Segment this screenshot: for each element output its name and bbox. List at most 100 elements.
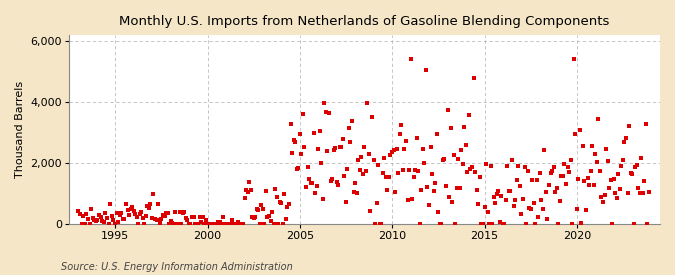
Point <box>413 169 424 174</box>
Point <box>242 190 253 194</box>
Point <box>150 217 161 222</box>
Point <box>601 147 612 152</box>
Point <box>531 177 542 182</box>
Point <box>593 117 603 121</box>
Point <box>407 197 418 202</box>
Y-axis label: Thousand Barrels: Thousand Barrels <box>15 81 25 178</box>
Point <box>485 164 496 169</box>
Point <box>594 169 605 174</box>
Point <box>448 153 459 157</box>
Point <box>545 171 556 175</box>
Point <box>628 222 639 226</box>
Point <box>262 214 273 219</box>
Point <box>245 188 256 192</box>
Point <box>404 168 414 172</box>
Point <box>241 188 252 192</box>
Point <box>292 167 302 171</box>
Point <box>78 214 88 218</box>
Point <box>310 191 321 196</box>
Point <box>599 193 610 197</box>
Point <box>377 170 388 175</box>
Point <box>462 169 472 174</box>
Point <box>216 222 227 226</box>
Point <box>113 220 124 225</box>
Point <box>299 145 310 149</box>
Point <box>327 177 338 181</box>
Point <box>134 212 145 216</box>
Point <box>425 144 436 149</box>
Point <box>148 192 159 196</box>
Point <box>637 190 648 195</box>
Point <box>514 184 525 188</box>
Point <box>446 126 456 130</box>
Point <box>356 155 367 160</box>
Point <box>479 205 490 209</box>
Point <box>493 188 504 193</box>
Point <box>111 210 122 215</box>
Point <box>354 168 365 172</box>
Point <box>256 202 267 207</box>
Point <box>454 185 465 190</box>
Point <box>564 170 574 174</box>
Point <box>279 191 290 196</box>
Point <box>452 186 462 190</box>
Point <box>180 215 191 220</box>
Point <box>484 222 495 226</box>
Point <box>261 188 271 193</box>
Point <box>507 157 518 162</box>
Point <box>572 207 583 211</box>
Point <box>185 222 196 226</box>
Point <box>396 123 407 128</box>
Point <box>604 185 615 190</box>
Point <box>625 170 636 175</box>
Point <box>119 217 130 221</box>
Point <box>228 222 239 226</box>
Point <box>607 222 618 226</box>
Point <box>144 206 155 211</box>
Point <box>305 181 316 185</box>
Point <box>176 222 187 226</box>
Point <box>168 222 179 226</box>
Point <box>294 131 305 136</box>
Point <box>90 219 101 223</box>
Point <box>392 147 402 152</box>
Point <box>560 182 571 186</box>
Point <box>530 222 541 226</box>
Point <box>584 183 595 187</box>
Point <box>612 196 622 200</box>
Point <box>351 191 362 195</box>
Point <box>464 113 475 117</box>
Point <box>573 177 584 182</box>
Point <box>154 221 165 225</box>
Point <box>323 111 334 115</box>
Point <box>287 151 298 155</box>
Point <box>518 196 529 201</box>
Point <box>551 186 562 191</box>
Point <box>388 148 399 152</box>
Point <box>496 193 507 198</box>
Point <box>139 222 150 226</box>
Point <box>450 222 460 226</box>
Point <box>370 222 381 226</box>
Point <box>321 110 331 114</box>
Point <box>468 75 479 80</box>
Point <box>330 146 341 150</box>
Point <box>383 175 394 179</box>
Point <box>553 222 564 226</box>
Point <box>585 169 596 174</box>
Point <box>84 222 95 226</box>
Point <box>512 177 522 182</box>
Point <box>286 122 296 126</box>
Point <box>233 220 244 224</box>
Point <box>536 197 547 202</box>
Point <box>225 222 236 226</box>
Point <box>171 222 182 226</box>
Point <box>416 188 427 192</box>
Point <box>433 210 443 214</box>
Point <box>250 215 261 219</box>
Point <box>89 218 100 223</box>
Point <box>142 203 153 208</box>
Point <box>458 162 468 166</box>
Point <box>579 179 590 183</box>
Point <box>393 171 404 175</box>
